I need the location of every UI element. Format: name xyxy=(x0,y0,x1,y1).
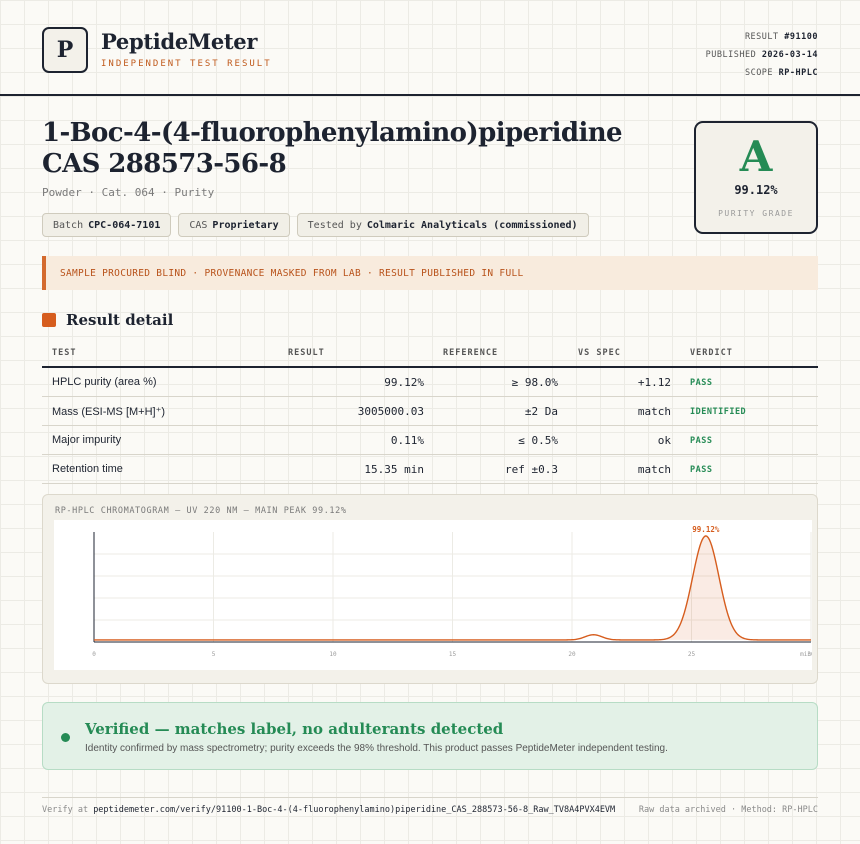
notice-banner: SAMPLE PROCURED BLIND · PROVENANCE MASKE… xyxy=(42,256,818,290)
col-result: RESULT xyxy=(288,348,325,358)
col-test: TEST xyxy=(52,348,77,358)
cell-result: 99.12% xyxy=(384,376,424,389)
x-tick-label: 10 xyxy=(329,651,337,658)
chart-title: RP-HPLC CHROMATOGRAM — UV 220 NM — MAIN … xyxy=(55,506,347,516)
chromatogram-chart: 0 5 10 15 20 25 30min 99.12% xyxy=(54,520,812,670)
product-subtitle: Powder · Cat. 064 · Purity xyxy=(42,186,215,199)
x-axis-unit: min xyxy=(800,651,811,658)
cell-test: Major impurity xyxy=(52,434,122,446)
section-title: Result detail xyxy=(66,311,174,329)
cell-verdict: PASS xyxy=(690,436,713,446)
x-tick-label: 30 xyxy=(807,651,812,658)
cell-result: 3005000.03 xyxy=(357,405,424,418)
table-row: Mass (ESI-MS [M+H]⁺) 3005000.03 ±2 Da ma… xyxy=(42,397,818,426)
table-row: Major impurity 0.11% ≤ 0.5% ok PASS xyxy=(42,426,818,455)
x-tick-label: 25 xyxy=(688,651,696,658)
brand-subtitle: INDEPENDENT TEST RESULT xyxy=(101,59,272,69)
check-dot-icon xyxy=(61,733,70,742)
product-title: 1-Boc-4-(4-fluorophenylamino)piperidine … xyxy=(42,118,623,179)
x-tick-label: 5 xyxy=(212,651,216,658)
result-id-line: RESULT #91100 xyxy=(744,32,818,42)
cell-reference: ±2 Da xyxy=(524,405,558,418)
main-peak-area xyxy=(659,535,752,640)
verify-url[interactable]: peptidemeter.com/verify/91100-1-Boc-4-(4… xyxy=(93,805,616,815)
cell-result: 15.35 min xyxy=(364,463,424,476)
grade-label: PURITY GRADE xyxy=(718,209,794,218)
table-header: TEST RESULT REFERENCE VS SPEC VERDICT xyxy=(42,340,818,368)
cas-chip: CAS Proprietary xyxy=(178,213,290,237)
chromatogram-line xyxy=(94,535,811,641)
cell-reference: ≥ 98.0% xyxy=(511,376,558,389)
verify-link-line: Verify at peptidemeter.com/verify/91100-… xyxy=(42,805,616,815)
cell-reference: ≤ 0.5% xyxy=(518,434,558,447)
cell-vs-spec: match xyxy=(637,405,671,418)
verified-title: Verified — matches label, no adulterants… xyxy=(85,720,504,738)
cell-test: Retention time xyxy=(52,463,123,475)
x-tick-label: 0 xyxy=(92,651,96,658)
footer-method: Raw data archived · Method: RP-HPLC xyxy=(638,805,818,815)
result-meta: RESULT #91100 PUBLISHED 2026-03-14 SCOPE… xyxy=(706,28,818,82)
verified-text: Identity confirmed by mass spectrometry;… xyxy=(85,743,668,754)
header: P PeptideMeter INDEPENDENT TEST RESULT R… xyxy=(0,0,860,96)
table-row: Retention time 15.35 min ref ±0.3 match … xyxy=(42,455,818,484)
cell-reference: ref ±0.3 xyxy=(505,463,558,476)
cell-verdict: PASS xyxy=(690,378,713,388)
brand-name: PeptideMeter xyxy=(101,29,258,54)
col-reference: REFERENCE xyxy=(443,348,499,358)
peak-label: 99.12% xyxy=(692,525,720,534)
purity-grade-card: A 99.12% PURITY GRADE xyxy=(694,121,818,234)
result-table: TEST RESULT REFERENCE VS SPEC VERDICT HP… xyxy=(42,340,818,484)
cell-vs-spec: +1.12 xyxy=(637,376,671,389)
product-chips: Batch CPC-064-7101 CAS Proprietary Tested … xyxy=(42,213,589,237)
footer-divider xyxy=(42,797,818,798)
cell-verdict: IDENTIFIED xyxy=(690,407,747,417)
scope-line: SCOPE RP-HPLC xyxy=(744,68,818,78)
x-tick-label: 15 xyxy=(449,651,457,658)
x-tick-label: 20 xyxy=(568,651,576,658)
logo-icon: P xyxy=(42,27,88,73)
col-verdict: VERDICT xyxy=(690,348,733,358)
published-line: PUBLISHED 2026-03-14 xyxy=(705,50,818,60)
chromatogram-card: RP-HPLC CHROMATOGRAM — UV 220 NM — MAIN … xyxy=(42,494,818,684)
grade-letter: A xyxy=(739,132,773,181)
verified-banner: Verified — matches label, no adulterants… xyxy=(42,702,818,770)
grade-value: 99.12% xyxy=(734,183,778,197)
col-vs-spec: VS SPEC xyxy=(578,348,621,358)
cell-vs-spec: match xyxy=(637,463,671,476)
cell-result: 0.11% xyxy=(390,434,424,447)
cell-verdict: PASS xyxy=(690,465,713,475)
plot-background xyxy=(54,520,812,670)
cell-vs-spec: ok xyxy=(657,434,671,447)
cell-test: HPLC purity (area %) xyxy=(52,376,157,388)
table-row: HPLC purity (area %) 99.12% ≥ 98.0% +1.1… xyxy=(42,368,818,397)
batch-chip: Batch CPC-064-7101 xyxy=(42,213,172,237)
tested-by-chip: Tested by Colmaric Analyticals (commissio… xyxy=(296,213,589,237)
section-square-icon xyxy=(42,313,56,327)
cell-test: Mass (ESI-MS [M+H]⁺) xyxy=(52,406,166,418)
